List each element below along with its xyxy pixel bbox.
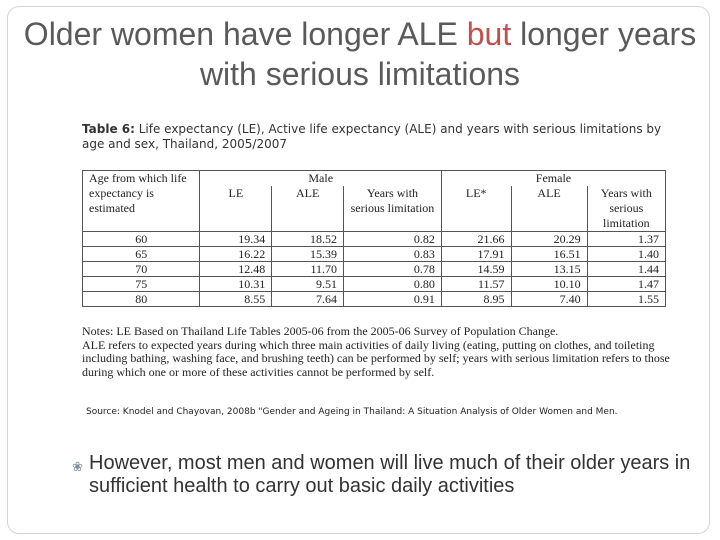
- male-le-header: LE: [199, 186, 273, 232]
- female-limitation-cell: 1.55: [586, 291, 667, 307]
- male-limitation-cell: 0.83: [343, 246, 442, 262]
- notes-line-2: ALE refers to expected years during whic…: [82, 337, 670, 379]
- female-ale-cell: 10.10: [510, 276, 588, 292]
- female-limitation-cell: 1.37: [586, 231, 667, 247]
- male-le-cell: 12.48: [199, 261, 273, 277]
- slide-title: Older women have longer ALE but longer y…: [20, 14, 700, 94]
- table-row: 65 16.22 15.39 0.83 17.91 16.51 1.40: [81, 246, 667, 262]
- table-caption-label: Table 6:: [82, 122, 135, 136]
- table-row: 80 8.55 7.64 0.91 8.95 7.40 1.55: [81, 291, 667, 307]
- bullet-point: ❀ However, most men and women will live …: [72, 452, 692, 498]
- source-citation: Source: Knodel and Chayovan, 2008b "Gend…: [86, 407, 618, 417]
- title-part-2: longer years with serious limitations: [199, 16, 697, 92]
- female-ale-cell: 20.29: [510, 231, 588, 247]
- male-le-cell: 19.34: [199, 231, 273, 247]
- female-le-cell: 17.91: [440, 246, 512, 262]
- age-cell: 80: [81, 291, 201, 307]
- bullet-marker-icon: ❀: [72, 459, 83, 474]
- table-caption: Table 6: Life expectancy (LE), Active li…: [82, 122, 662, 152]
- female-ale-header: ALE: [510, 186, 588, 232]
- age-cell: 60: [81, 231, 201, 247]
- table-header-row-1: Age from which life expectancy is estima…: [81, 170, 667, 232]
- male-le-cell: 16.22: [199, 246, 273, 262]
- female-ale-cell: 13.15: [510, 261, 588, 277]
- title-part-1: Older women have longer ALE: [23, 16, 467, 52]
- female-le-header: LE*: [440, 186, 512, 232]
- table-header-row-2: LE ALE Years with serious limitation LE*…: [83, 186, 667, 232]
- male-ale-cell: 9.51: [271, 276, 345, 292]
- title-accent-word: but: [466, 16, 512, 52]
- male-ale-header: ALE: [271, 186, 345, 232]
- age-cell: 70: [81, 261, 201, 277]
- female-limitation-cell: 1.40: [586, 246, 667, 262]
- male-ale-cell: 11.70: [271, 261, 345, 277]
- female-limitation-cell: 1.47: [586, 276, 667, 292]
- female-ale-cell: 7.40: [510, 291, 588, 307]
- male-le-cell: 8.55: [199, 291, 273, 307]
- male-ale-cell: 18.52: [271, 231, 345, 247]
- table-row: 70 12.48 11.70 0.78 14.59 13.15 1.44: [81, 261, 667, 277]
- female-header: Female: [440, 170, 667, 186]
- slide-frame: [7, 6, 710, 534]
- male-limitation-cell: 0.82: [343, 231, 442, 247]
- male-le-cell: 10.31: [199, 276, 273, 292]
- male-limitation-cell: 0.80: [343, 276, 442, 292]
- female-le-cell: 11.57: [440, 276, 512, 292]
- notes-line-1: Notes: LE Based on Thailand Life Tables …: [82, 324, 559, 338]
- table-row: 60 19.34 18.52 0.82 21.66 20.29 1.37: [81, 231, 667, 247]
- female-limitation-cell: 1.44: [586, 261, 667, 277]
- bullet-text: However, most men and women will live mu…: [89, 452, 691, 497]
- age-cell: 65: [81, 246, 201, 262]
- female-limitation-header: Years with serious limitation: [586, 186, 667, 232]
- table-notes: Notes: LE Based on Thailand Life Tables …: [82, 324, 672, 379]
- male-ale-cell: 15.39: [271, 246, 345, 262]
- male-limitation-header: Years with serious limitation: [343, 186, 442, 232]
- table-caption-text: Life expectancy (LE), Active life expect…: [82, 122, 662, 151]
- female-le-cell: 8.95: [440, 291, 512, 307]
- age-cell: 75: [81, 276, 201, 292]
- life-expectancy-table: Age from which life expectancy is estima…: [81, 170, 667, 307]
- table-row: 75 10.31 9.51 0.80 11.57 10.10 1.47: [81, 276, 667, 292]
- female-le-cell: 14.59: [440, 261, 512, 277]
- male-header: Male: [199, 170, 442, 186]
- age-header: Age from which life expectancy is estima…: [81, 170, 201, 232]
- male-ale-cell: 7.64: [271, 291, 345, 307]
- female-ale-cell: 16.51: [510, 246, 588, 262]
- male-limitation-cell: 0.91: [343, 291, 442, 307]
- male-limitation-cell: 0.78: [343, 261, 442, 277]
- female-le-cell: 21.66: [440, 231, 512, 247]
